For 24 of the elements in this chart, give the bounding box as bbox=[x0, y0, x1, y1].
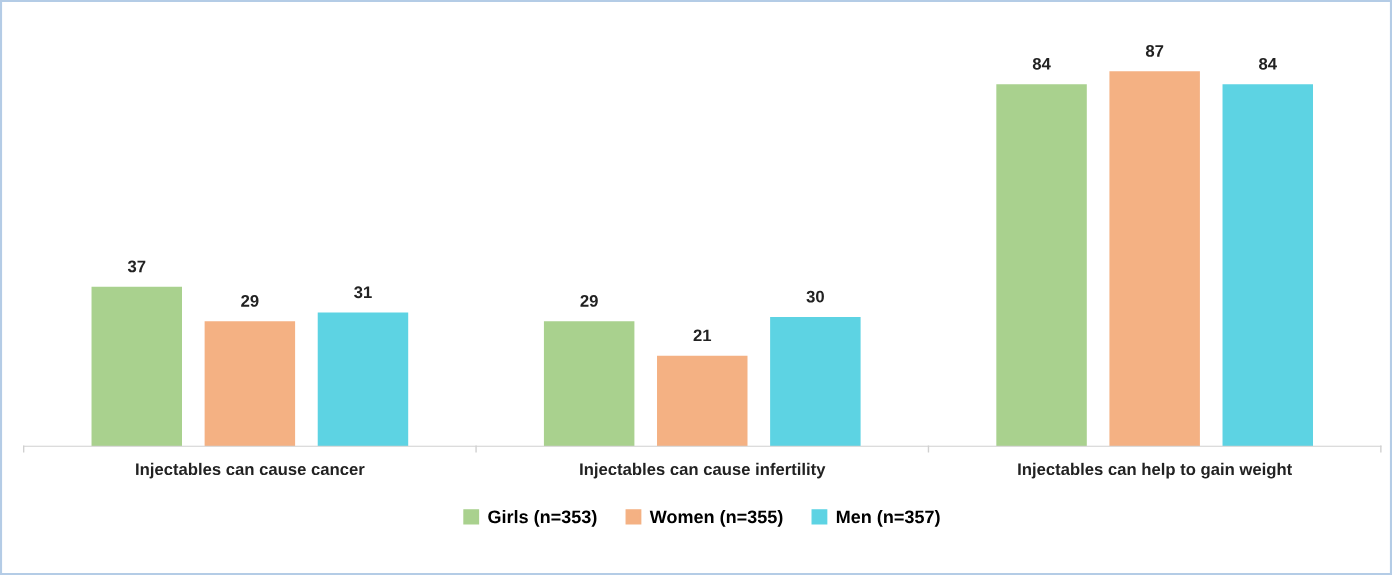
bar bbox=[543, 321, 635, 447]
legend-label: Women (n=355) bbox=[649, 509, 783, 527]
bar bbox=[996, 84, 1087, 447]
data-label: 29 bbox=[580, 294, 598, 307]
data-label: 30 bbox=[806, 290, 824, 303]
bar bbox=[1222, 84, 1313, 447]
bar bbox=[204, 321, 296, 447]
x-tick-label: Injectables can cause infertility bbox=[580, 462, 826, 479]
bar bbox=[317, 312, 409, 447]
data-label: 84 bbox=[1032, 57, 1051, 70]
data-label: 84 bbox=[1259, 57, 1277, 70]
data-label: 87 bbox=[1145, 44, 1164, 57]
data-label: 29 bbox=[241, 294, 259, 307]
bar bbox=[770, 316, 861, 447]
bar bbox=[1109, 71, 1200, 447]
legend-label: Men (n=357) bbox=[836, 509, 940, 527]
data-label: 31 bbox=[354, 286, 372, 299]
bar bbox=[91, 286, 182, 447]
data-label: 37 bbox=[127, 260, 146, 273]
data-label: 21 bbox=[693, 329, 712, 342]
bar bbox=[657, 355, 748, 447]
x-tick-label: Injectables can cause cancer bbox=[136, 462, 365, 479]
legend-label: Girls (n=353) bbox=[488, 509, 597, 527]
x-tick-label: Injectables can help to gain weight bbox=[1018, 462, 1292, 479]
